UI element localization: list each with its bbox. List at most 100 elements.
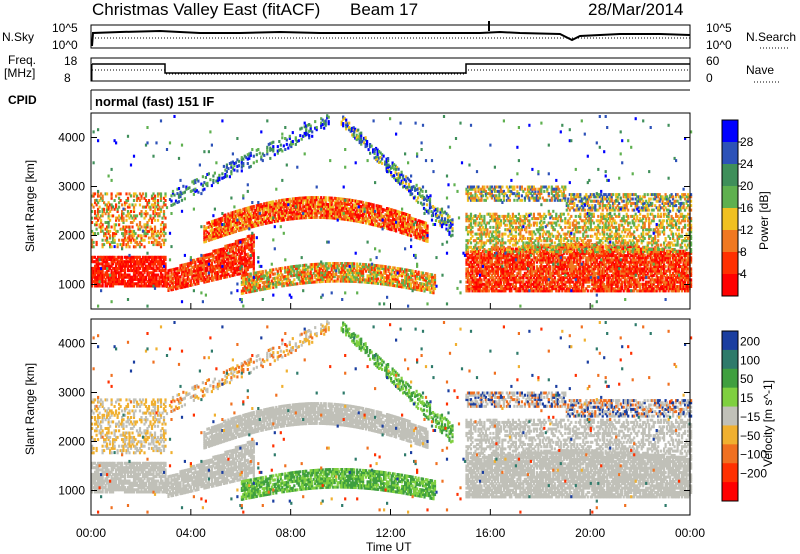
- heatmap-cell: [386, 226, 389, 230]
- heatmap-cell: [215, 229, 218, 233]
- heatmap-cell: [381, 210, 384, 214]
- heatmap-cell: [104, 258, 107, 261]
- heatmap-cell: [410, 216, 413, 220]
- heatmap-cell: [396, 218, 399, 222]
- heatmap-cell: [233, 266, 236, 270]
- heatmap-cell: [267, 275, 270, 279]
- heatmap-cell: [162, 262, 166, 266]
- heatmap-cell: [284, 213, 287, 217]
- heatmap-cell: [143, 284, 146, 288]
- heatmap-cell: [251, 262, 254, 266]
- heatmap-cell: [192, 280, 195, 284]
- heatmap-cell: [350, 214, 353, 218]
- heatmap-cell: [97, 269, 100, 273]
- heatmap-cell: [356, 213, 359, 217]
- heatmap-cell: [158, 258, 161, 261]
- heatmap-cell: [219, 248, 222, 251]
- heatmap-cell: [242, 289, 245, 293]
- heatmap-cell: [234, 259, 237, 263]
- heatmap-cell: [194, 282, 197, 286]
- heatmap-cell: [243, 220, 246, 224]
- heatmap-cell: [275, 202, 278, 206]
- heatmap-cell: [378, 213, 381, 217]
- heatmap-cell: [155, 258, 158, 261]
- heatmap-cell: [195, 264, 198, 268]
- heatmap-cell: [158, 269, 161, 273]
- heatmap-cell: [91, 271, 94, 275]
- heatmap-cell: [233, 221, 236, 225]
- heatmap-cell: [404, 221, 407, 225]
- heatmap-cell: [362, 207, 365, 211]
- heatmap-cell: [330, 207, 333, 211]
- heatmap-cell: [405, 226, 408, 230]
- heatmap-cell: [362, 205, 365, 209]
- heatmap-cell: [215, 264, 218, 268]
- heatmap-cell: [222, 225, 225, 228]
- heatmap-cell: [204, 273, 207, 277]
- heatmap-cell: [119, 192, 122, 196]
- heatmap-cell: [159, 243, 163, 247]
- heatmap-cell: [125, 218, 128, 222]
- heatmap-cell: [345, 218, 348, 221]
- heatmap-cell: [248, 286, 251, 289]
- freq-tick-top: 18: [64, 54, 78, 68]
- heatmap-cell: [95, 262, 98, 266]
- heatmap-cell: [126, 255, 130, 259]
- heatmap-cell: [287, 198, 290, 201]
- heatmap-cell: [237, 239, 240, 243]
- heatmap-cell: [281, 275, 284, 279]
- heatmap-cell: [138, 221, 142, 224]
- heatmap-cell: [212, 258, 215, 262]
- heatmap-cell: [251, 249, 254, 253]
- heatmap-cell: [128, 225, 131, 229]
- heatmap-cell: [387, 209, 390, 213]
- heatmap-cell: [237, 250, 240, 254]
- heatmap-cell: [248, 265, 251, 269]
- heatmap-cell: [360, 207, 363, 211]
- heatmap-cell: [164, 255, 167, 259]
- heatmap-cell: [159, 273, 163, 277]
- heatmap-cell: [245, 207, 248, 210]
- heatmap-cell: [219, 219, 222, 223]
- heatmap-cell: [398, 210, 401, 214]
- heatmap-cell: [128, 280, 131, 284]
- heatmap-cell: [369, 202, 372, 206]
- heatmap-cell: [275, 204, 278, 208]
- heatmap-cell: [327, 115, 330, 119]
- heatmap-cell: [305, 279, 308, 283]
- heatmap-cell: [377, 213, 380, 217]
- heatmap-cell: [106, 273, 109, 277]
- heatmap-cell: [233, 228, 236, 232]
- heatmap-cell: [251, 264, 254, 268]
- heatmap-cell: [297, 214, 300, 218]
- heatmap-cell: [98, 210, 101, 213]
- heatmap-cell: [422, 202, 426, 206]
- heatmap-cell: [143, 238, 146, 242]
- heatmap-cell: [252, 154, 255, 158]
- heatmap-cell: [285, 268, 288, 272]
- heatmap-cell: [191, 276, 194, 280]
- heatmap-cell: [195, 271, 198, 275]
- heatmap-cell: [336, 216, 339, 220]
- heatmap-cell: [417, 234, 420, 238]
- heatmap-cell: [333, 216, 336, 220]
- heatmap-cell: [221, 267, 224, 271]
- heatmap-cell: [335, 210, 338, 214]
- heatmap-cell: [323, 198, 326, 202]
- heatmap-cell: [252, 224, 255, 228]
- heatmap-cell: [97, 277, 100, 281]
- heatmap-cell: [357, 202, 360, 206]
- heatmap-cell: [147, 262, 151, 266]
- heatmap-cell: [195, 277, 198, 281]
- heatmap-cell: [416, 225, 419, 229]
- heatmap-cell: [209, 263, 212, 267]
- heatmap-cell: [366, 140, 369, 143]
- heatmap-cell: [224, 266, 227, 270]
- heatmap-cell: [288, 217, 291, 221]
- heatmap-cell: [353, 206, 356, 209]
- heatmap-cell: [149, 280, 152, 284]
- heatmap-cell: [236, 209, 239, 213]
- heatmap-cell: [243, 246, 246, 250]
- heatmap-cell: [401, 220, 404, 224]
- heatmap-cell: [92, 260, 95, 264]
